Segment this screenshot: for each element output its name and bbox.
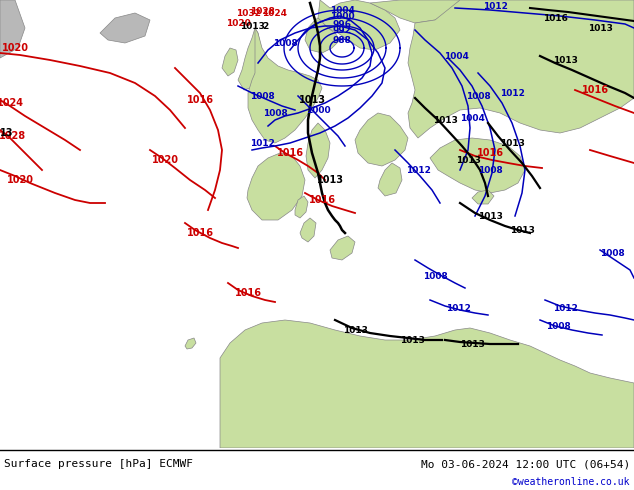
Polygon shape xyxy=(300,218,316,242)
Text: 1020: 1020 xyxy=(1,43,29,53)
Polygon shape xyxy=(472,190,494,204)
Text: 1008: 1008 xyxy=(546,321,571,330)
Text: 1013: 1013 xyxy=(553,55,578,65)
Text: ©weatheronline.co.uk: ©weatheronline.co.uk xyxy=(512,477,630,487)
Polygon shape xyxy=(248,28,322,143)
Text: 1020: 1020 xyxy=(152,155,179,165)
Polygon shape xyxy=(185,338,196,349)
Text: 1016: 1016 xyxy=(235,288,261,298)
Text: 996: 996 xyxy=(332,20,351,28)
Text: 1016: 1016 xyxy=(186,95,214,105)
Polygon shape xyxy=(306,123,330,178)
Text: Surface pressure [hPa] ECMWF: Surface pressure [hPa] ECMWF xyxy=(4,459,193,469)
Polygon shape xyxy=(220,320,634,448)
Text: 1028: 1028 xyxy=(250,6,275,16)
Polygon shape xyxy=(318,0,400,50)
Text: 1013: 1013 xyxy=(316,175,344,185)
Polygon shape xyxy=(305,18,340,53)
Text: 992: 992 xyxy=(332,25,351,34)
Polygon shape xyxy=(238,28,262,90)
Text: 1013: 1013 xyxy=(510,225,534,235)
Text: 1024: 1024 xyxy=(262,8,287,18)
Text: 1004: 1004 xyxy=(460,114,484,122)
Text: 1013: 1013 xyxy=(460,340,484,348)
Polygon shape xyxy=(0,0,25,58)
Text: 1008: 1008 xyxy=(465,92,490,100)
Text: 1008: 1008 xyxy=(262,108,287,118)
Polygon shape xyxy=(370,0,460,23)
Text: 1008: 1008 xyxy=(423,271,448,280)
Text: 1013: 1013 xyxy=(456,155,481,165)
Text: 1008: 1008 xyxy=(477,166,502,174)
Text: 1000: 1000 xyxy=(330,11,354,21)
Text: 13: 13 xyxy=(0,128,13,138)
Text: 1013: 1013 xyxy=(588,24,612,32)
Text: 1013: 1013 xyxy=(399,336,424,344)
Text: 1020: 1020 xyxy=(6,175,34,185)
Text: 1008: 1008 xyxy=(600,248,624,258)
Text: 1013: 1013 xyxy=(477,212,502,220)
Text: 1012: 1012 xyxy=(553,303,578,313)
Polygon shape xyxy=(247,153,305,220)
Polygon shape xyxy=(100,13,150,43)
Text: 1012: 1012 xyxy=(482,1,507,10)
Polygon shape xyxy=(222,48,238,76)
Text: 1016: 1016 xyxy=(477,148,503,158)
Text: 1028: 1028 xyxy=(0,131,25,141)
Text: 1004: 1004 xyxy=(330,5,354,15)
Text: 1013: 1013 xyxy=(240,22,264,30)
Text: 1008: 1008 xyxy=(273,39,297,48)
Text: 1013: 1013 xyxy=(299,95,325,105)
Text: 1012: 1012 xyxy=(446,303,470,313)
Text: 1016: 1016 xyxy=(276,148,304,158)
Text: 1016: 1016 xyxy=(186,228,214,238)
Text: 1000: 1000 xyxy=(306,105,330,115)
Polygon shape xyxy=(378,163,402,196)
Text: 1013: 1013 xyxy=(500,139,524,147)
Text: 1020: 1020 xyxy=(226,19,250,27)
Text: 988: 988 xyxy=(333,35,351,45)
Text: 1008: 1008 xyxy=(250,92,275,100)
Polygon shape xyxy=(408,0,634,138)
Text: 1024: 1024 xyxy=(0,98,23,108)
Text: 1016: 1016 xyxy=(581,85,609,95)
Polygon shape xyxy=(330,236,355,260)
Polygon shape xyxy=(355,113,408,166)
Text: 1012: 1012 xyxy=(500,89,524,98)
Text: 1016: 1016 xyxy=(543,14,567,23)
Text: 1013: 1013 xyxy=(432,116,458,124)
Text: 1012: 1012 xyxy=(250,139,275,147)
Text: 1004: 1004 xyxy=(444,51,469,60)
Polygon shape xyxy=(295,196,308,218)
Text: Mo 03-06-2024 12:00 UTC (06+54): Mo 03-06-2024 12:00 UTC (06+54) xyxy=(421,459,630,469)
Polygon shape xyxy=(430,138,525,193)
Text: 1013: 1013 xyxy=(342,325,368,335)
Text: 1032: 1032 xyxy=(236,8,261,18)
Text: 1012: 1012 xyxy=(406,166,430,174)
Text: 2: 2 xyxy=(262,22,268,30)
Text: 1016: 1016 xyxy=(309,195,335,205)
